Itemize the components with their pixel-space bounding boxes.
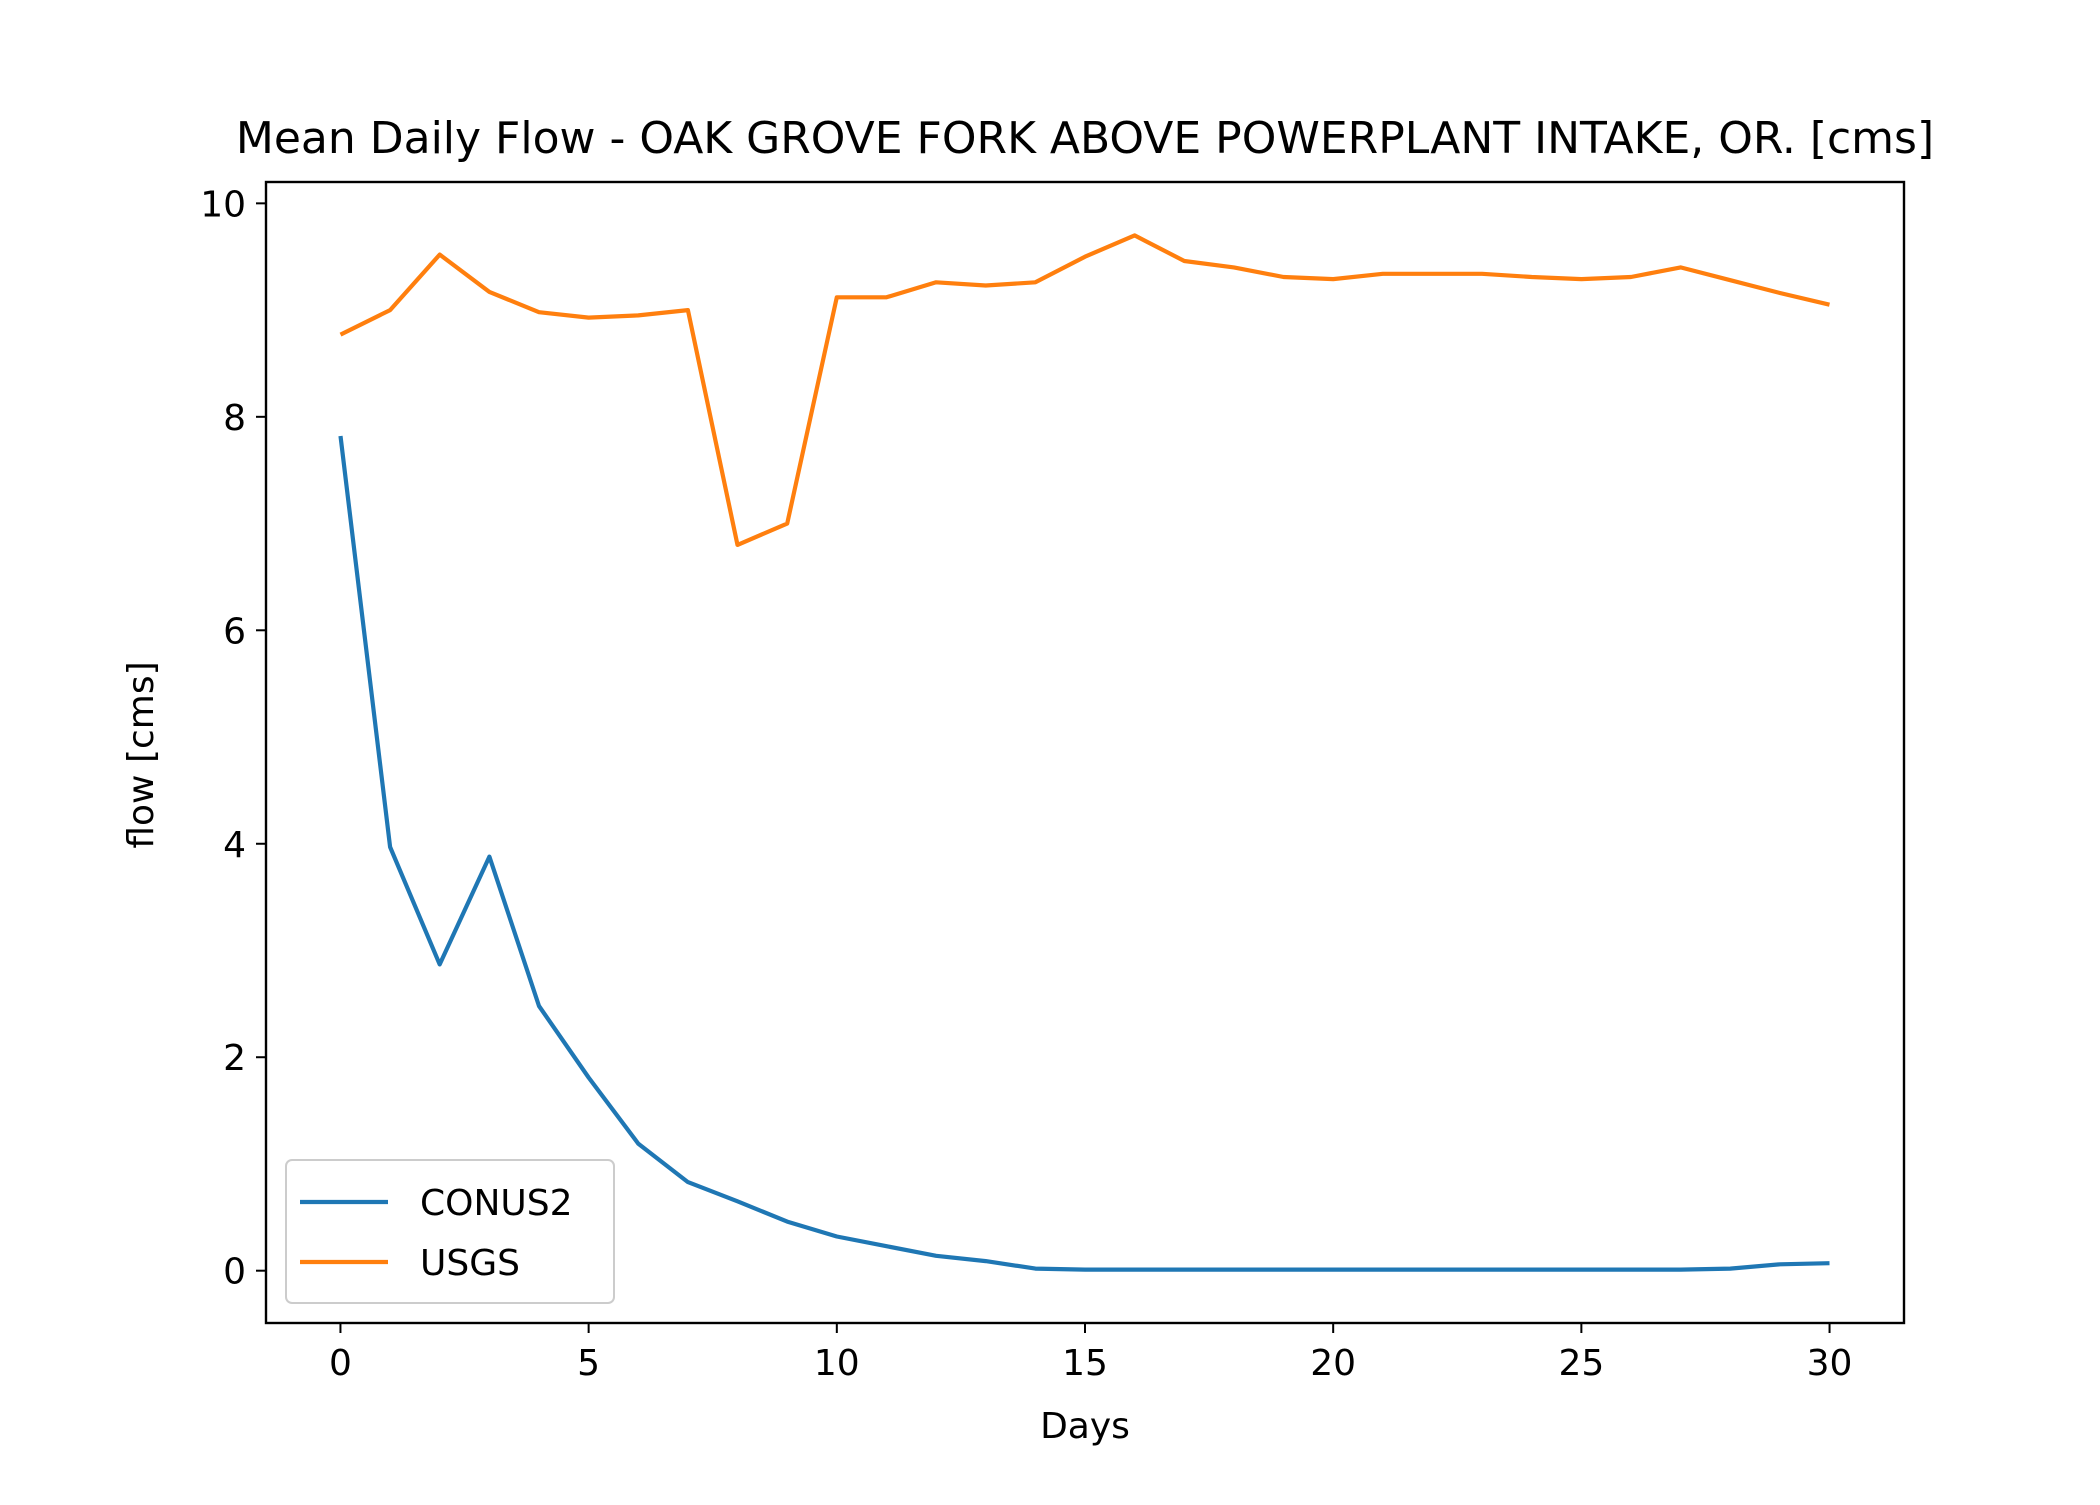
y-tick-label: 4 bbox=[223, 825, 246, 866]
x-tick-label: 5 bbox=[577, 1343, 600, 1384]
y-tick-label: 8 bbox=[223, 398, 246, 439]
y-tick-label: 6 bbox=[223, 611, 246, 652]
y-tick-label: 10 bbox=[200, 184, 246, 225]
x-tick-label: 30 bbox=[1807, 1343, 1853, 1384]
legend-label-conus2: CONUS2 bbox=[420, 1183, 573, 1224]
x-tick-label: 25 bbox=[1558, 1343, 1604, 1384]
x-tick-label: 0 bbox=[329, 1343, 352, 1384]
y-axis-label: flow [cms] bbox=[121, 661, 162, 848]
chart-title: Mean Daily Flow - OAK GROVE FORK ABOVE P… bbox=[236, 113, 1934, 164]
legend: CONUS2 USGS bbox=[286, 1160, 614, 1303]
x-tick-label: 10 bbox=[814, 1343, 860, 1384]
y-tick-label: 0 bbox=[223, 1252, 246, 1293]
x-tick-label: 20 bbox=[1310, 1343, 1356, 1384]
x-axis-label: Days bbox=[1040, 1406, 1130, 1447]
y-tick-label: 2 bbox=[223, 1038, 246, 1079]
legend-label-usgs: USGS bbox=[420, 1243, 520, 1284]
x-tick-label: 15 bbox=[1062, 1343, 1108, 1384]
